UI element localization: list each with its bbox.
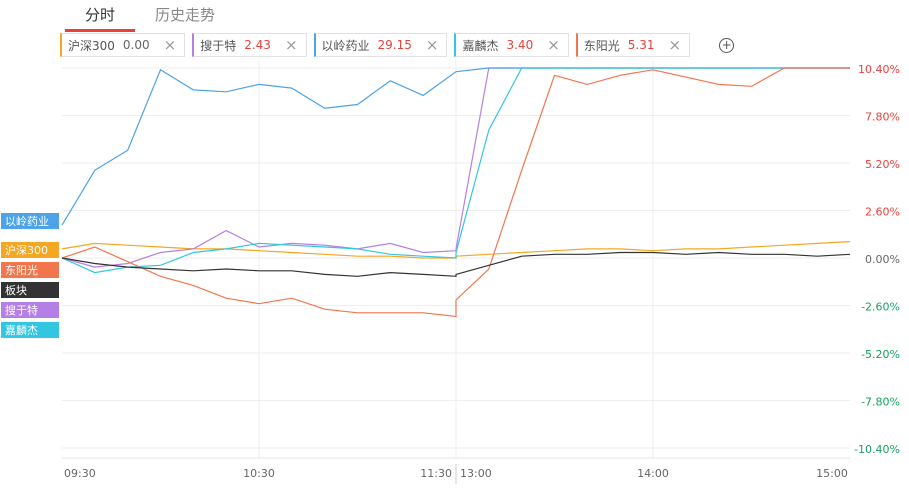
close-icon[interactable]: ×	[284, 36, 298, 54]
series-tag	[1, 302, 59, 318]
legend-value: 2.43	[244, 38, 271, 52]
legend-name: 搜于特	[200, 38, 237, 53]
legend-item[interactable]: 以岭药业 29.15 ×	[313, 33, 448, 57]
y-tick-label: -7.80%	[861, 396, 900, 409]
legend-value: 5.31	[627, 38, 655, 52]
y-tick-label: -2.60%	[861, 301, 900, 314]
series-tag-label: 嘉麟杰	[5, 323, 38, 337]
x-tick-label: 14:00	[637, 467, 669, 480]
series-tag	[1, 262, 59, 278]
legend-item[interactable]: 嘉麟杰 3.40 ×	[454, 33, 569, 57]
series-tag-label: 沪深300	[5, 243, 48, 257]
tab[interactable]: 历史走势	[155, 6, 216, 24]
y-tick-label: 7.80%	[865, 111, 900, 124]
tab[interactable]: 分时	[65, 0, 136, 32]
series-tag	[1, 282, 59, 298]
y-tick-label: -5.20%	[861, 348, 900, 361]
legend-value: 0.00	[122, 38, 150, 52]
add-icon[interactable]: +	[719, 37, 735, 53]
series-tag-label: 搜于特	[5, 303, 38, 317]
close-icon[interactable]: ×	[547, 36, 560, 54]
series-tag-label: 板块	[5, 283, 27, 297]
close-icon[interactable]: ×	[668, 36, 682, 54]
series-line	[61, 251, 851, 277]
series-tag-label: 以岭药业	[5, 214, 49, 228]
legend-name: 沪深300	[68, 38, 115, 53]
x-tick-label: 10:30	[243, 467, 275, 480]
x-tick-label: 13:00	[460, 467, 492, 480]
y-tick-label: 2.60%	[865, 206, 900, 219]
series-tag	[1, 322, 59, 338]
close-icon[interactable]: ×	[425, 36, 439, 54]
x-tick-label: 09:30	[64, 467, 96, 480]
y-tick-label: 0.00%	[865, 253, 900, 266]
legend-item[interactable]: 沪深300 0.00 ×	[60, 33, 186, 57]
series-tag-label: 东阳光	[5, 263, 38, 277]
legend: 沪深300 0.00 × 搜于特 2.43 × 以岭药业 29.15 × 嘉麟杰 3.40 × 东阳光 5…	[60, 33, 735, 57]
close-icon[interactable]: ×	[163, 36, 177, 54]
legend-name: 嘉麟杰	[462, 38, 499, 53]
series-line	[61, 67, 850, 318]
series-line	[61, 67, 850, 274]
y-tick-label: 10.40%	[858, 63, 900, 76]
tabs: 分时 历史走势	[65, 0, 235, 32]
legend-name: 以岭药业	[321, 38, 370, 53]
x-tick-label: 11:30	[420, 467, 452, 480]
legend-value: 29.15	[377, 38, 412, 52]
x-tick-label: 15:00	[816, 467, 848, 480]
legend-item[interactable]: 东阳光 5.31 ×	[575, 33, 691, 57]
legend-item[interactable]: 搜于特 2.43 ×	[192, 33, 307, 57]
y-tick-label: -10.40%	[854, 443, 900, 456]
legend-name: 东阳光	[583, 38, 620, 53]
series-tag	[1, 213, 59, 229]
y-tick-label: 5.20%	[865, 158, 900, 171]
legend-value: 3.40	[506, 38, 534, 52]
series-tag	[1, 242, 59, 258]
